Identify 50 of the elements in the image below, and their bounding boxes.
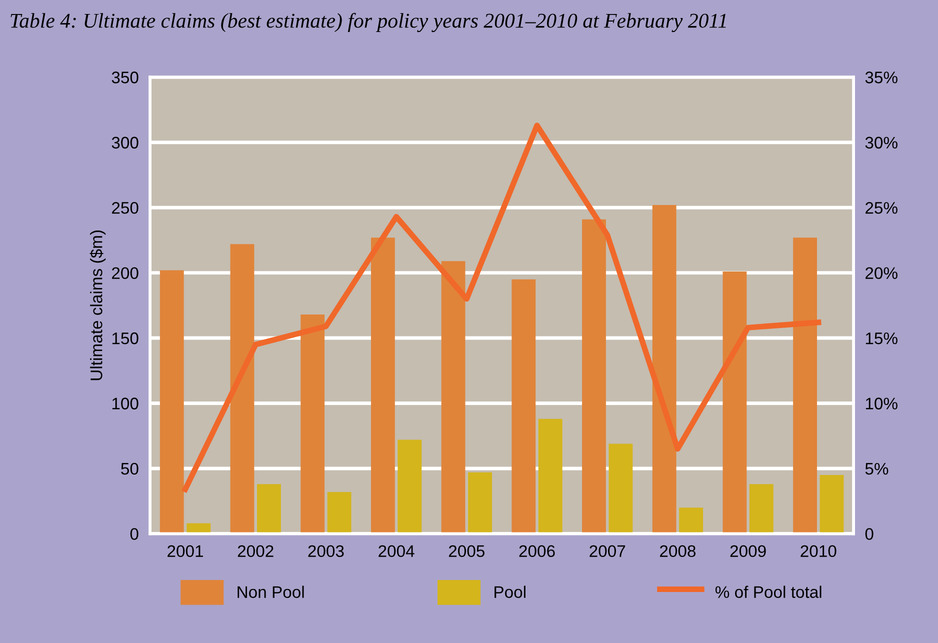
bar — [327, 492, 352, 534]
bar — [230, 244, 254, 534]
x-tick-label: 2001 — [168, 545, 203, 558]
x-tick-label: 2005 — [448, 545, 484, 558]
x-tick-label: 2002 — [238, 545, 274, 558]
y2-tick-label: 30% — [865, 136, 898, 149]
bar — [370, 238, 395, 534]
legend-label: % of Pool total — [715, 586, 822, 598]
chart-title: Table 4: Ultimate claims (best estimate) for policy years 2001–2010 at February 2011 — [10, 12, 726, 32]
bar — [679, 508, 704, 534]
x-tick-label: 2009 — [730, 545, 766, 558]
legend-label: Pool — [494, 586, 526, 598]
bar — [468, 472, 492, 534]
bar — [441, 261, 466, 534]
y-tick-label: 100 — [112, 398, 138, 410]
bar — [652, 204, 676, 534]
y2-tick-label: 0 — [865, 528, 874, 540]
x-tick-label: 2007 — [590, 545, 626, 558]
bar — [749, 484, 774, 534]
y2-tick-label: 25% — [866, 202, 898, 214]
bar — [608, 444, 633, 534]
bar — [722, 272, 747, 534]
y2-tick-label: 5% — [865, 462, 888, 475]
bar — [793, 238, 817, 534]
y-tick-label: 150 — [112, 332, 138, 344]
legend-label: Non Pool — [238, 586, 304, 598]
y-tick-label: 200 — [112, 267, 138, 280]
bar — [538, 418, 562, 534]
bar — [160, 270, 184, 534]
y2-tick-label: 10% — [866, 398, 898, 410]
y-axis-title: Ultimate claims ($m) — [90, 230, 106, 380]
bar — [582, 219, 606, 534]
x-tick-label: 2003 — [308, 545, 344, 558]
y-tick-label: 50 — [121, 462, 138, 475]
x-tick-label: 2006 — [519, 545, 555, 558]
x-tick-label: 2004 — [378, 545, 414, 558]
bar — [300, 314, 325, 534]
y-tick-label: 350 — [112, 72, 138, 84]
bar — [512, 279, 536, 534]
y-tick-label: 0 — [130, 528, 138, 540]
y-tick-label: 300 — [112, 136, 138, 149]
y2-tick-label: 20% — [866, 267, 898, 280]
x-tick-label: 2008 — [660, 545, 696, 558]
bar — [820, 474, 844, 534]
bar — [257, 484, 281, 534]
bar — [398, 440, 422, 534]
y-tick-label: 250 — [112, 202, 138, 214]
y2-tick-label: 15% — [866, 332, 898, 344]
y2-tick-label: 35% — [865, 72, 898, 84]
x-tick-label: 2010 — [800, 545, 836, 558]
